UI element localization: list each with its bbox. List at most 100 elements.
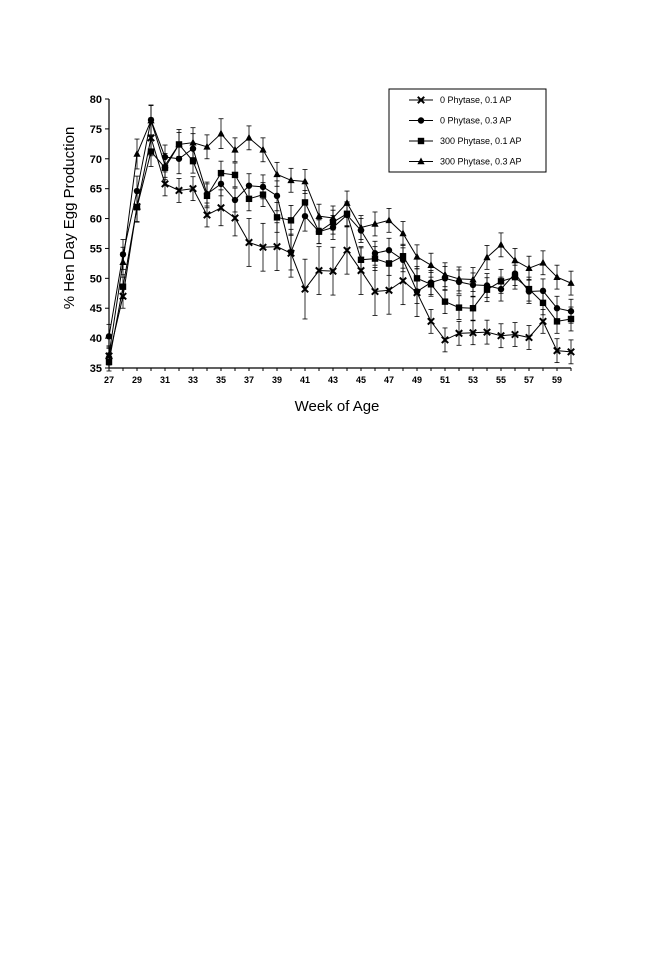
data-point — [119, 283, 127, 290]
data-point — [273, 214, 281, 221]
data-point — [553, 346, 561, 355]
data-point — [385, 286, 393, 295]
data-point — [105, 350, 113, 358]
x-tick-label: 47 — [384, 375, 394, 385]
series-line — [108, 118, 572, 337]
data-point — [189, 184, 197, 193]
data-point — [567, 279, 575, 286]
data-point — [483, 253, 491, 261]
data-point-stroke — [175, 186, 183, 195]
data-point — [511, 330, 519, 339]
data-point — [217, 169, 225, 177]
data-point — [301, 199, 309, 206]
data-point-stroke — [329, 267, 337, 276]
data-point — [417, 96, 425, 104]
legend-label: 300 Phytase, 0.3 AP — [440, 157, 522, 167]
data-point — [259, 243, 267, 252]
y-tick-label: 45 — [90, 303, 102, 315]
x-tick-label: 27 — [104, 375, 114, 385]
y-tick-label: 75 — [90, 124, 102, 136]
data-point — [525, 264, 533, 271]
data-point-stroke — [469, 328, 477, 337]
legend: 0 Phytase, 0.1 AP 0 Phytase, 0.3 AP 300 Ph… — [388, 88, 547, 173]
x-tick-label: 35 — [216, 375, 226, 385]
data-point-stroke — [455, 329, 463, 338]
y-axis-label: % Hen Day Egg Production — [61, 127, 78, 310]
data-point-stroke — [231, 214, 239, 222]
data-point — [133, 203, 141, 211]
axes: 35 40 45 50 55 60 65 70 75 80 27 29 31 33 35 37 39 41 43 45… — [90, 94, 572, 385]
data-point-stroke — [553, 346, 561, 355]
data-point — [315, 266, 323, 275]
data-point — [231, 214, 239, 222]
data-point — [287, 176, 295, 184]
y-tick-label: 50 — [90, 273, 102, 285]
data-point — [427, 261, 435, 268]
data-point — [105, 333, 113, 340]
legend-item-4: 300 Phytase, 0.3 AP — [409, 157, 522, 167]
data-point — [175, 186, 183, 195]
data-point — [455, 329, 463, 338]
x-tick-label: 33 — [188, 375, 198, 385]
data-point — [539, 317, 547, 326]
data-point — [413, 275, 421, 282]
data-point-stroke — [259, 243, 267, 252]
data-point — [203, 192, 211, 200]
x-tick-label: 37 — [244, 375, 254, 385]
data-point-stroke — [161, 179, 169, 188]
data-point-stroke — [511, 330, 519, 339]
data-point — [357, 223, 365, 231]
x-tick-label: 57 — [524, 375, 534, 385]
x-tick-label: 49 — [412, 375, 422, 385]
y-tick-label: 65 — [90, 184, 102, 196]
data-point — [133, 187, 141, 195]
data-point-stroke — [417, 96, 425, 104]
data-point — [417, 157, 425, 165]
data-point — [413, 252, 421, 260]
data-point-stroke — [301, 285, 309, 294]
data-point — [497, 331, 505, 340]
data-point-stroke — [483, 328, 491, 337]
series-line — [108, 143, 572, 363]
data-point — [417, 117, 425, 124]
data-point — [385, 216, 393, 224]
data-point — [301, 285, 309, 294]
data-point — [245, 195, 253, 203]
data-point — [539, 258, 547, 266]
data-point — [231, 196, 239, 204]
data-point — [427, 281, 435, 288]
data-point-stroke — [399, 276, 407, 285]
data-point — [343, 199, 351, 206]
x-tick-label: 43 — [328, 375, 338, 385]
data-point — [231, 171, 239, 179]
y-tick-label: 60 — [90, 214, 102, 226]
data-point — [553, 305, 561, 312]
data-point — [245, 133, 253, 141]
data-point — [371, 219, 379, 227]
data-point — [315, 212, 323, 219]
x-tick-label: 53 — [468, 375, 478, 385]
data-point — [441, 335, 449, 344]
data-point-stroke — [525, 333, 533, 342]
data-point — [147, 116, 155, 124]
data-point — [343, 246, 351, 255]
x-tick-label: 45 — [356, 375, 366, 385]
data-point — [455, 274, 463, 282]
data-point — [399, 253, 407, 260]
data-point — [483, 328, 491, 337]
data-point — [259, 191, 267, 198]
x-tick-label: 41 — [300, 375, 310, 385]
data-point — [413, 288, 421, 295]
data-point — [441, 298, 449, 305]
y-tick-label: 40 — [90, 333, 102, 345]
data-point — [231, 145, 239, 153]
data-point — [427, 317, 435, 326]
data-point-stroke — [203, 211, 211, 219]
series-4 — [105, 105, 575, 365]
data-point — [399, 276, 407, 285]
data-point — [455, 304, 463, 311]
data-point — [329, 267, 337, 276]
data-point — [567, 315, 575, 323]
data-point-stroke — [189, 184, 197, 193]
